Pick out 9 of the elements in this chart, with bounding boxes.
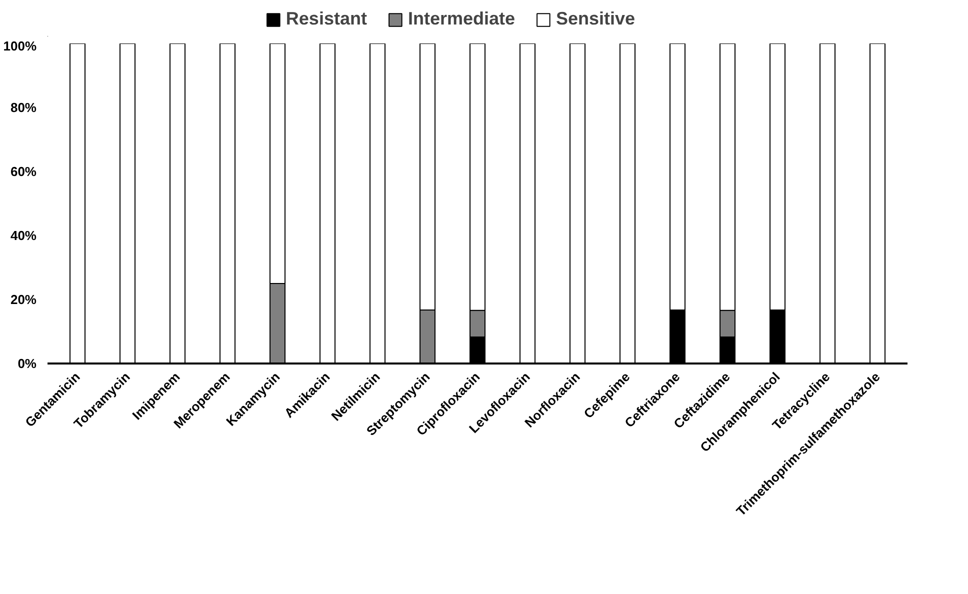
legend-label: Resistant [286,8,367,30]
y-tick-label: 40% [10,228,37,243]
y-tick-label: 100% [3,38,37,54]
legend-label: Sensitive [556,8,636,30]
y-tick-label: 80% [10,100,37,115]
legend-label: Intermediate [408,8,515,30]
y-tick-label: 20% [10,292,37,307]
y-tick-label: 60% [10,164,37,179]
y-tick-label: 0% [18,356,37,371]
